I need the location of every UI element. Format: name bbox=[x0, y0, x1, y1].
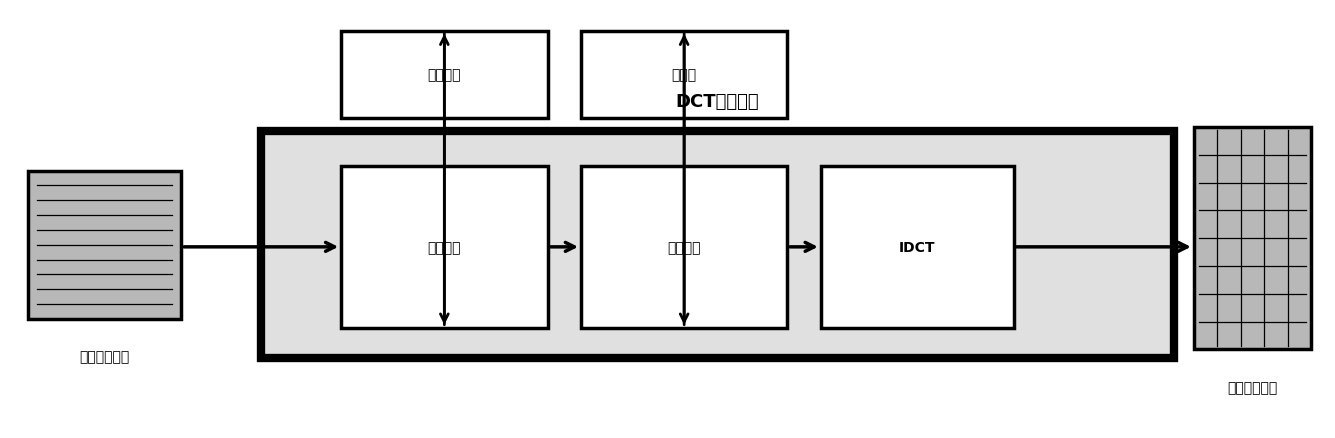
Bar bbox=[1193, 127, 1311, 350]
Bar bbox=[581, 167, 788, 328]
Text: 重构图象数据: 重构图象数据 bbox=[1227, 380, 1278, 394]
Text: 熵编码表: 熵编码表 bbox=[427, 68, 461, 82]
Bar bbox=[28, 171, 182, 319]
Bar bbox=[342, 167, 547, 328]
Text: 熵解码器: 熵解码器 bbox=[427, 240, 461, 254]
Text: IDCT: IDCT bbox=[898, 240, 936, 254]
Text: 量化表: 量化表 bbox=[672, 68, 697, 82]
Bar bbox=[581, 32, 788, 119]
Bar bbox=[821, 167, 1013, 328]
Text: DCT基解码器: DCT基解码器 bbox=[676, 92, 760, 110]
Text: 逆量化器: 逆量化器 bbox=[668, 240, 701, 254]
Bar bbox=[262, 132, 1173, 358]
Text: 压缩图象数据: 压缩图象数据 bbox=[80, 350, 129, 364]
Bar bbox=[342, 32, 547, 119]
